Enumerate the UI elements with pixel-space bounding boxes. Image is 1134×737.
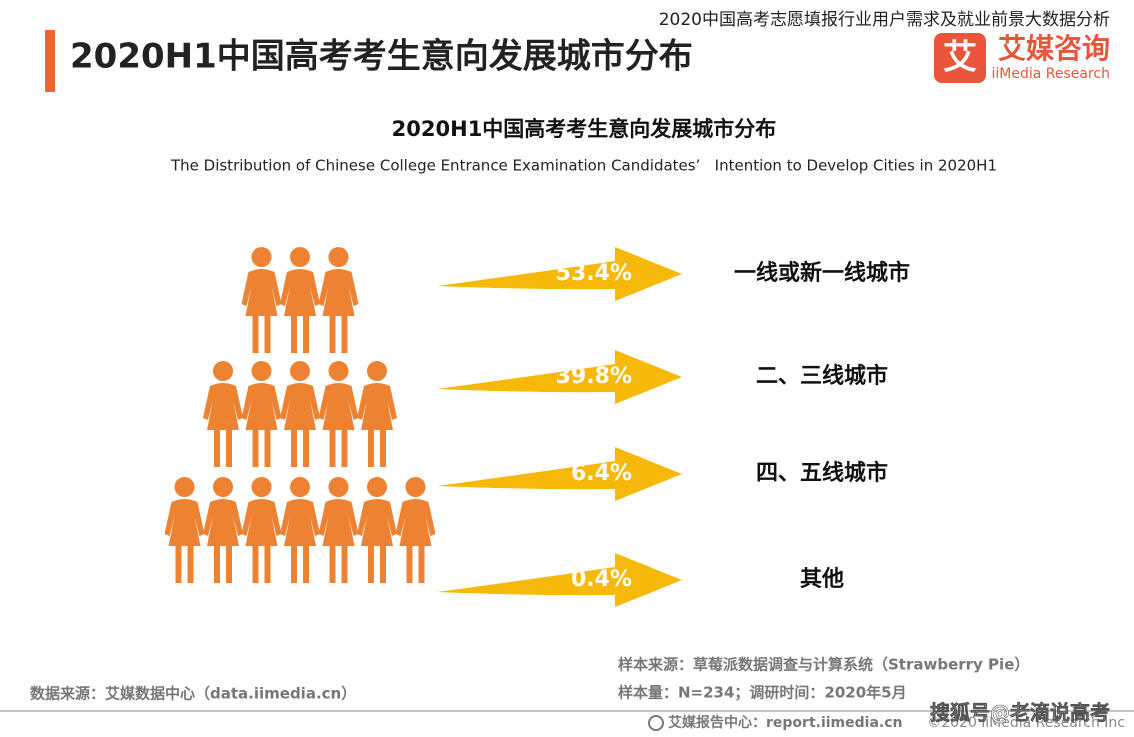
report-title: 2020中国高考志愿填报行业用户需求及就业前景大数据分析	[659, 10, 1110, 30]
sample-source: 样本来源：草莓派数据调查与计算系统（Strawberry Pie）	[618, 656, 1029, 674]
person-head	[290, 361, 310, 381]
person-body	[203, 383, 243, 430]
person-body	[280, 383, 320, 430]
person-leg	[341, 430, 348, 467]
people-pyramid	[164, 247, 436, 583]
person-head	[251, 247, 272, 267]
person-head	[367, 361, 387, 381]
person-leg	[406, 546, 413, 583]
person-leg	[252, 430, 259, 467]
value-label: 39.8%	[556, 364, 632, 389]
person-leg	[214, 430, 220, 467]
value-label: 0.4%	[571, 567, 632, 592]
person-leg	[264, 546, 271, 583]
person-body	[241, 269, 282, 316]
person-leg	[291, 316, 297, 353]
globe-icon	[648, 715, 664, 731]
category-label: 一线或新一线城市	[734, 260, 910, 286]
person-leg	[368, 546, 374, 583]
person-leg	[187, 546, 194, 583]
person-leg	[303, 430, 309, 467]
person-leg	[368, 430, 374, 467]
person-head	[251, 477, 272, 497]
arrow	[437, 553, 682, 607]
person-leg	[252, 316, 259, 353]
person-head	[328, 361, 349, 381]
value-label: 6.4%	[571, 461, 632, 486]
person-head	[405, 477, 426, 497]
person-body	[318, 383, 359, 430]
person-body	[203, 499, 243, 546]
arrow	[437, 247, 682, 301]
person-leg	[264, 430, 271, 467]
person-body	[318, 269, 359, 316]
person-head	[328, 477, 349, 497]
person-body	[280, 499, 320, 546]
logo-name: 艾媒咨询	[998, 32, 1110, 65]
logo-box	[934, 33, 986, 83]
person-head	[328, 247, 349, 267]
person-body	[241, 499, 282, 546]
person-leg	[264, 316, 271, 353]
logo-mark: 艾	[943, 38, 977, 78]
person-leg	[380, 546, 386, 583]
person-head	[174, 477, 195, 497]
person-leg	[303, 546, 309, 583]
person-body	[395, 499, 436, 546]
person-head	[290, 247, 310, 267]
person-head	[367, 477, 387, 497]
arrow	[437, 350, 682, 404]
title-accent	[45, 30, 55, 92]
category-label: 四、五线城市	[756, 460, 888, 486]
category-label: 其他	[800, 567, 844, 592]
person-leg	[291, 546, 297, 583]
page-title: 2020H1中国高考考生意向发展城市分布	[70, 37, 693, 77]
person-head	[213, 361, 233, 381]
person-body	[164, 499, 205, 546]
person-body	[318, 499, 359, 546]
person-body	[357, 499, 397, 546]
value-label: 53.4%	[556, 261, 632, 286]
person-leg	[341, 316, 348, 353]
person-leg	[175, 546, 182, 583]
person-leg	[329, 430, 336, 467]
person-leg	[214, 546, 220, 583]
sample-size: 样本量：N=234；调研时间：2020年5月	[618, 684, 907, 702]
person-leg	[291, 430, 297, 467]
copyright: ©2020 iiMedia Research Inc	[927, 715, 1125, 731]
data-source: 数据来源：艾媒数据中心（data.iimedia.cn）	[30, 685, 356, 703]
person-leg	[226, 430, 232, 467]
person-leg	[329, 546, 336, 583]
report-center: 艾媒报告中心：report.iimedia.cn	[668, 714, 903, 731]
person-leg	[226, 546, 232, 583]
person-body	[357, 383, 397, 430]
person-leg	[418, 546, 425, 583]
person-body	[280, 269, 320, 316]
person-head	[290, 477, 310, 497]
person-body	[241, 383, 282, 430]
category-label: 二、三线城市	[756, 363, 888, 389]
person-leg	[329, 316, 336, 353]
chart-subtitle: The Distribution of Chinese College Entr…	[170, 157, 997, 175]
person-leg	[380, 430, 386, 467]
arrow	[437, 447, 682, 501]
person-leg	[252, 546, 259, 583]
person-leg	[303, 316, 309, 353]
person-head	[213, 477, 233, 497]
chart-title: 2020H1中国高考考生意向发展城市分布	[392, 117, 777, 141]
watermark: 搜狐号@老滴说高考	[930, 701, 1110, 725]
person-head	[251, 361, 272, 381]
person-leg	[341, 546, 348, 583]
logo-sub: iiMedia Research	[992, 66, 1111, 82]
